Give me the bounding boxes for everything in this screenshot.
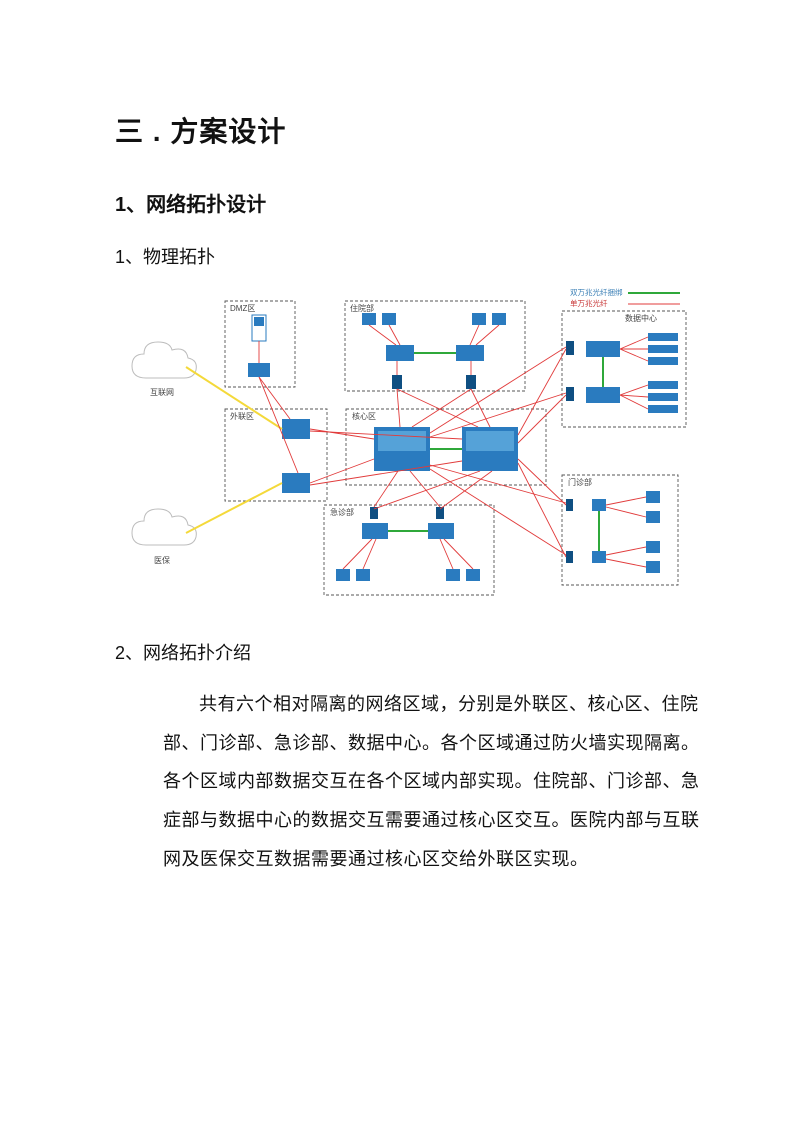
legend-single-label: 单万兆光纤 <box>570 298 608 308</box>
switch-icon <box>456 345 484 361</box>
cloud-internet: 互联网 <box>132 342 196 397</box>
svg-text:医保: 医保 <box>154 555 170 565</box>
router-icon <box>282 473 310 493</box>
svg-text:核心区: 核心区 <box>352 411 376 421</box>
switch-icon <box>386 345 414 361</box>
page-title: 三 . 方案设计 <box>115 110 705 150</box>
zone-outpatient <box>562 475 678 585</box>
datacenter-servers <box>648 333 678 413</box>
section-heading: 1、网络拓扑设计 <box>115 188 705 217</box>
subsection-1: 1、物理拓扑 <box>115 243 705 269</box>
firewall-icon <box>566 499 573 511</box>
router-icon <box>282 419 310 439</box>
firewall-icon <box>566 387 574 401</box>
svg-text:数据中心: 数据中心 <box>625 313 657 323</box>
switch-icon <box>592 499 606 511</box>
insurance-link <box>186 483 282 533</box>
switch-icon <box>586 341 620 357</box>
svg-text:互联网: 互联网 <box>150 388 174 397</box>
switch-icon <box>362 523 388 539</box>
outpatient-pcs <box>646 491 660 573</box>
switch-icon <box>428 523 454 539</box>
svg-text:门诊部: 门诊部 <box>568 477 592 487</box>
svg-text:住院部: 住院部 <box>350 303 374 313</box>
svg-text:外联区: 外联区 <box>230 411 254 421</box>
switch-icon <box>248 363 270 377</box>
cloud-insurance: 医保 <box>132 509 196 565</box>
firewall-icon <box>466 375 476 389</box>
svg-text:DMZ区: DMZ区 <box>230 304 255 313</box>
body-paragraph: 共有六个相对隔离的网络区域，分别是外联区、核心区、住院部、门诊部、急诊部、数据中… <box>115 685 705 878</box>
firewall-icon <box>392 375 402 389</box>
network-svg: 双万兆光纤捆绑 单万兆光纤 互联网 医保 DMZ区 住院部 数据中心 <box>130 283 690 613</box>
legend-dual-label: 双万兆光纤捆绑 <box>570 287 623 297</box>
firewall-icon <box>566 341 574 355</box>
emergency-pcs <box>336 569 480 581</box>
zone-emergency <box>324 505 494 595</box>
switch-icon <box>586 387 620 403</box>
firewall-icon <box>566 551 573 563</box>
inpatient-pcs <box>362 313 506 325</box>
svg-text:急诊部: 急诊部 <box>330 507 354 517</box>
topology-diagram: 双万兆光纤捆绑 单万兆光纤 互联网 医保 DMZ区 住院部 数据中心 <box>115 283 705 613</box>
switch-icon <box>592 551 606 563</box>
subsection-2: 2、网络拓扑介绍 <box>115 639 705 665</box>
